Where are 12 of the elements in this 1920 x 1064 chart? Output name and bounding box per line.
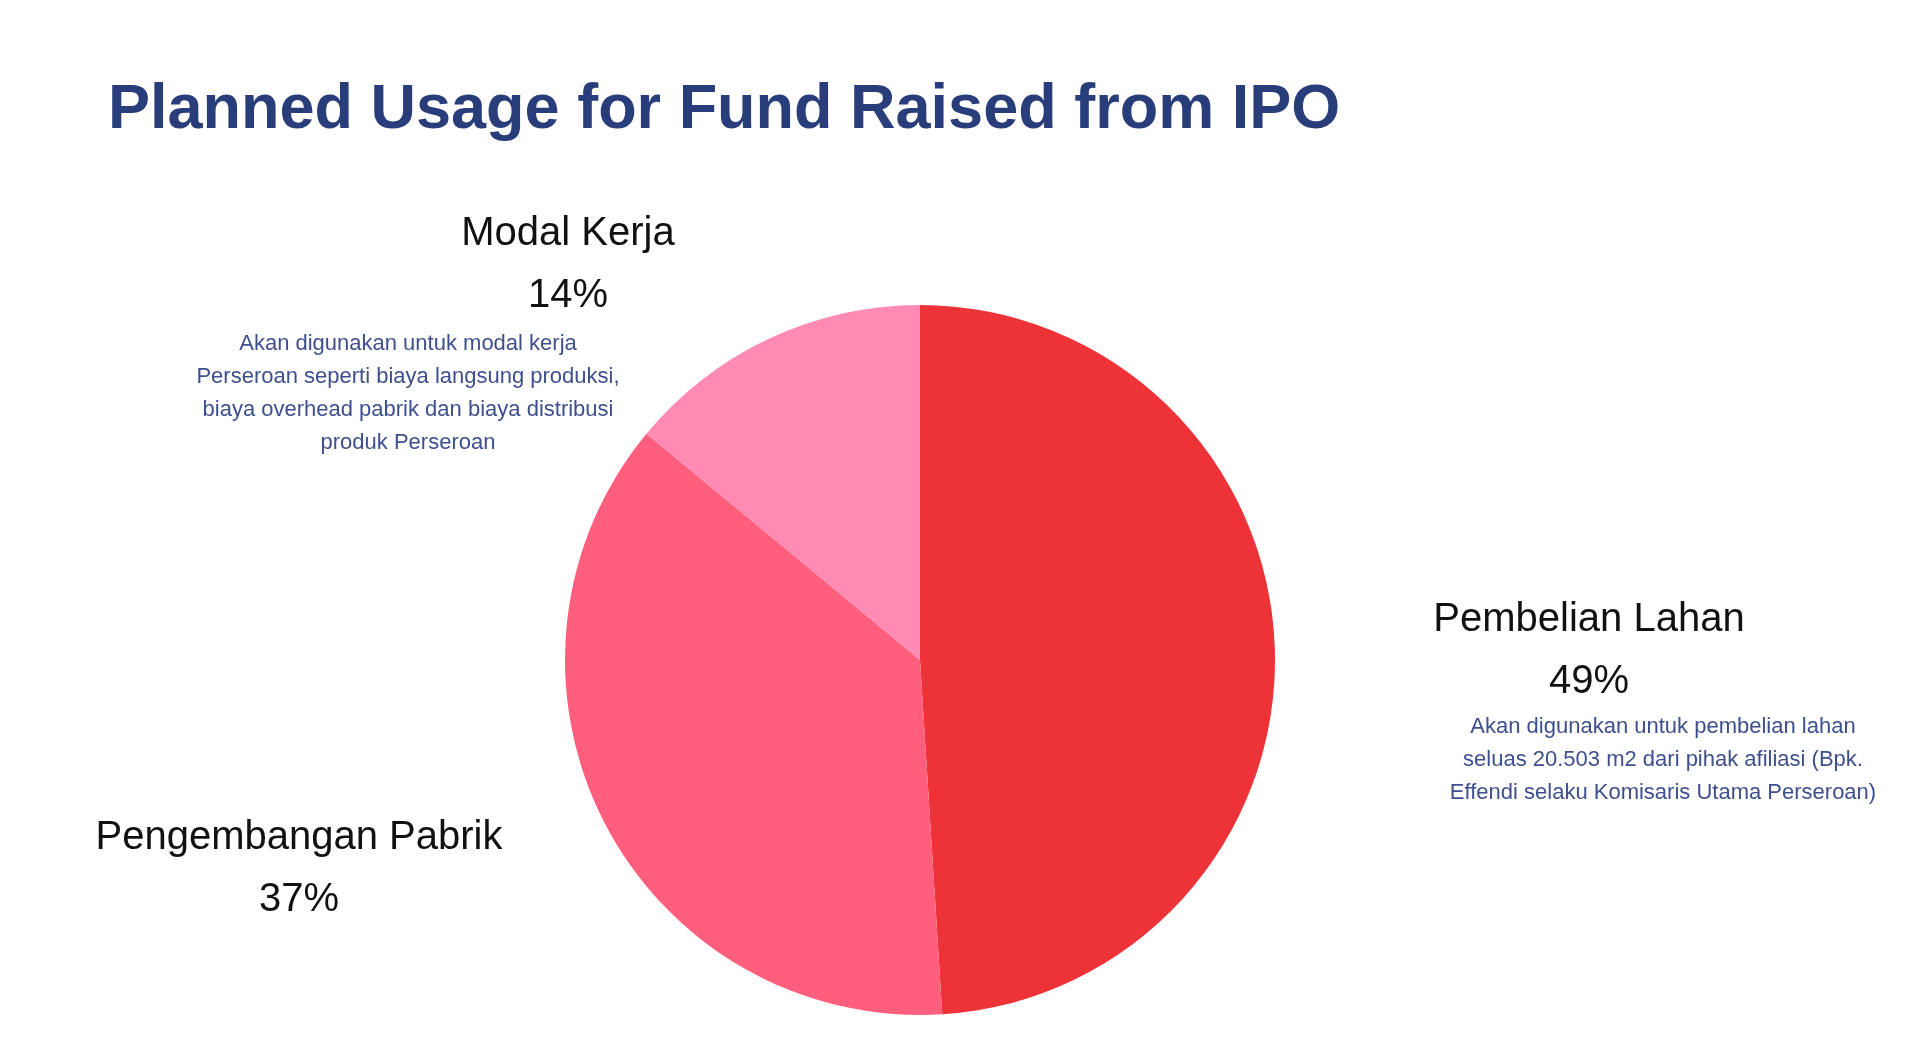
data-label: 14% — [527, 271, 609, 315]
slice-label: Modal Kerja — [461, 209, 675, 253]
pie-slice — [565, 433, 943, 1015]
pie-slice — [646, 305, 920, 660]
text: Akan digunakan untuk pembelian lahan seluas 20.503 m2 dari pihak afiliasi (Bpk. Effendi selaku Komisaris Utama Perseroan) — [1448, 712, 1878, 806]
slice-label: Pengembangan Pabrik — [95, 813, 503, 857]
chart-title: Planned Usage for Fund Raised from IPO — [108, 70, 1341, 143]
data-label: 49% — [1548, 657, 1630, 701]
data-label: 37% — [258, 875, 340, 919]
pie-slice — [920, 305, 1275, 1015]
text: Akan digunakan untuk modal kerja Perseroan seperti biaya langsung produksi, biaya overhead pabrik dan biaya distribusi produk Perseroan — [195, 329, 621, 456]
slice-label: Pembelian Lahan — [1433, 595, 1745, 639]
